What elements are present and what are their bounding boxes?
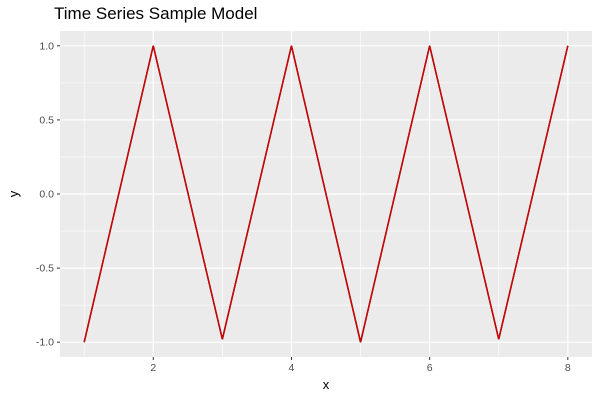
x-tick-label: 6: [427, 362, 433, 374]
y-tick-label: -1.0: [36, 337, 54, 349]
major-gridlines: [60, 31, 592, 357]
y-tick-label: 1.0: [39, 40, 54, 52]
y-axis-title: y: [6, 190, 21, 197]
y-tick-label: 0.5: [39, 114, 54, 126]
series-line-2: [83, 45, 569, 343]
x-tick-label: 8: [565, 362, 571, 374]
x-axis-title: x: [323, 377, 330, 392]
y-axis: -1.0 -0.5 0.0 0.5 1.0: [36, 40, 60, 349]
x-tick-label: 4: [289, 362, 295, 374]
chart-title: Time Series Sample Model: [54, 4, 258, 23]
y-tick-label: -0.5: [36, 263, 54, 275]
y-tick-label: 0.0: [39, 189, 54, 201]
series-layer: [83, 45, 569, 343]
x-tick-label: 2: [150, 362, 156, 374]
x-axis: 2 4 6 8: [150, 357, 571, 374]
